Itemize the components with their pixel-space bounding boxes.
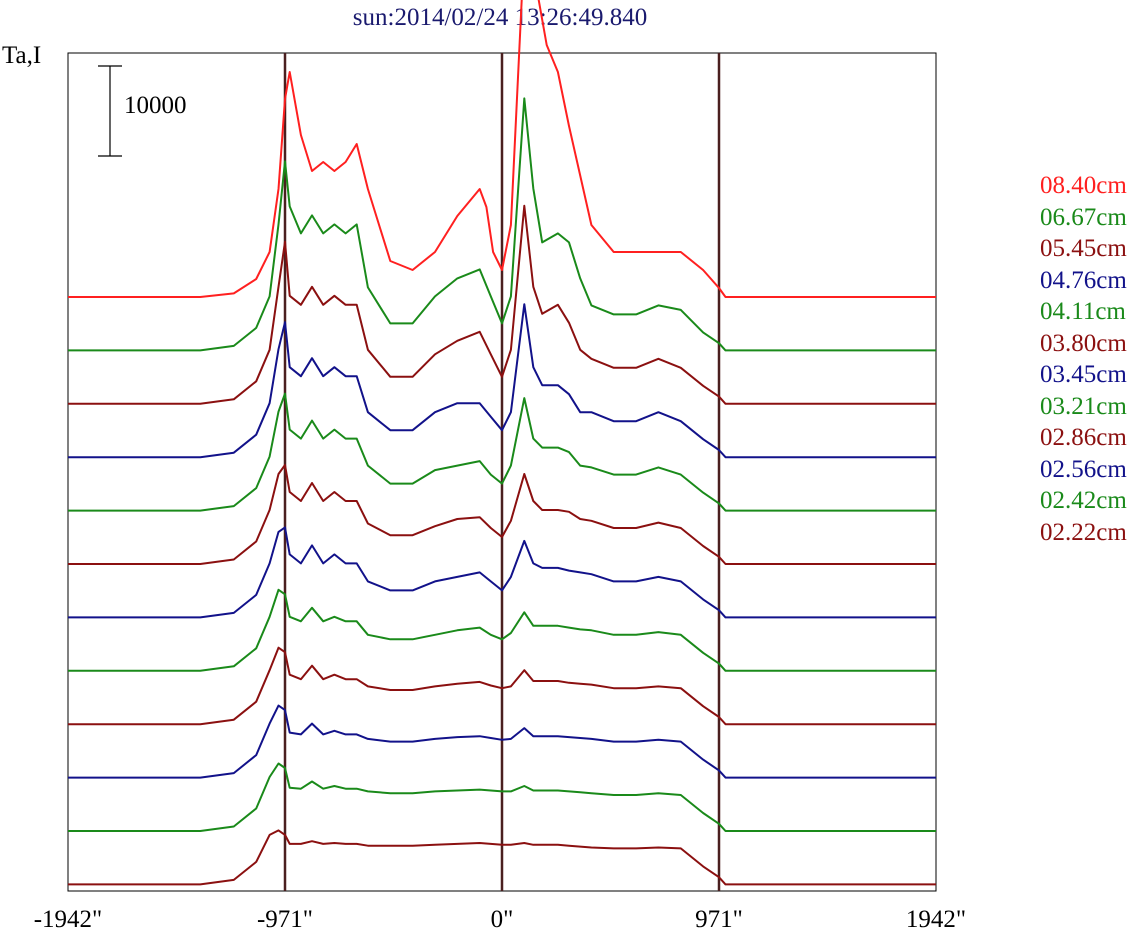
series-line-02.56cm: [68, 704, 936, 779]
legend-entry: 08.40cm: [1040, 172, 1127, 199]
series-line-02.42cm: [68, 762, 936, 832]
chart-title: sun:2014/02/24 13:26:49.840: [352, 4, 648, 31]
x-tick-label: -1942": [33, 906, 103, 933]
series-line-04.76cm: [68, 303, 936, 459]
legend-entry: 04.11cm: [1040, 298, 1126, 325]
series-line-04.11cm: [68, 392, 936, 512]
legend-entry: 04.76cm: [1040, 266, 1127, 294]
series-line-05.45cm: [68, 204, 936, 405]
legend-entry: 02.86cm: [1040, 424, 1127, 451]
legend-entry: 02.56cm: [1040, 455, 1127, 483]
legend-entry: 03.80cm: [1040, 329, 1127, 357]
series-line-06.67cm: [68, 97, 936, 352]
series-line-08.40cm: [68, 0, 936, 298]
x-tick-label: 1942": [905, 906, 967, 933]
x-tick-label: 971": [695, 906, 743, 933]
scale-bar-label: 10000: [124, 92, 187, 119]
series-line-02.86cm: [68, 646, 936, 726]
legend-entry: 02.42cm: [1040, 487, 1127, 514]
series-line-03.80cm: [68, 464, 936, 565]
legend-entry: 05.45cm: [1040, 235, 1127, 262]
legend-entry: 03.45cm: [1040, 361, 1127, 388]
y-axis-label: Ta,I: [2, 42, 42, 69]
legend: 08.40cm 06.67cm 05.45cm 04.76cm 04.11cm 03.80…: [1040, 170, 1127, 548]
legend-entry: 06.67cm: [1040, 203, 1127, 231]
x-tick-label: -971": [256, 906, 314, 933]
x-tick-label: 0": [490, 906, 514, 933]
legend-entry: 02.22cm: [1040, 518, 1127, 546]
series-line-02.22cm: [68, 829, 936, 886]
series-line-03.45cm: [68, 526, 936, 619]
legend-entry: 03.21cm: [1040, 392, 1127, 420]
series-line-03.21cm: [68, 588, 936, 672]
